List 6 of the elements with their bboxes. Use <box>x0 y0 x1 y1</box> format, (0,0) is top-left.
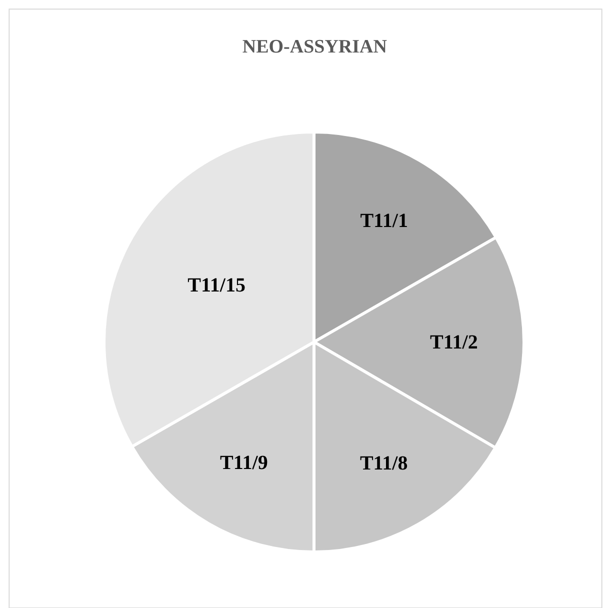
slice-label: T11/1 <box>360 210 408 232</box>
slice-label: T11/8 <box>360 452 408 475</box>
chart-title: NEO-ASSYRIAN <box>242 36 388 58</box>
slice-label: T11/2 <box>430 331 478 354</box>
slice-label: T11/9 <box>220 452 268 474</box>
slice-label: T11/15 <box>188 274 246 297</box>
